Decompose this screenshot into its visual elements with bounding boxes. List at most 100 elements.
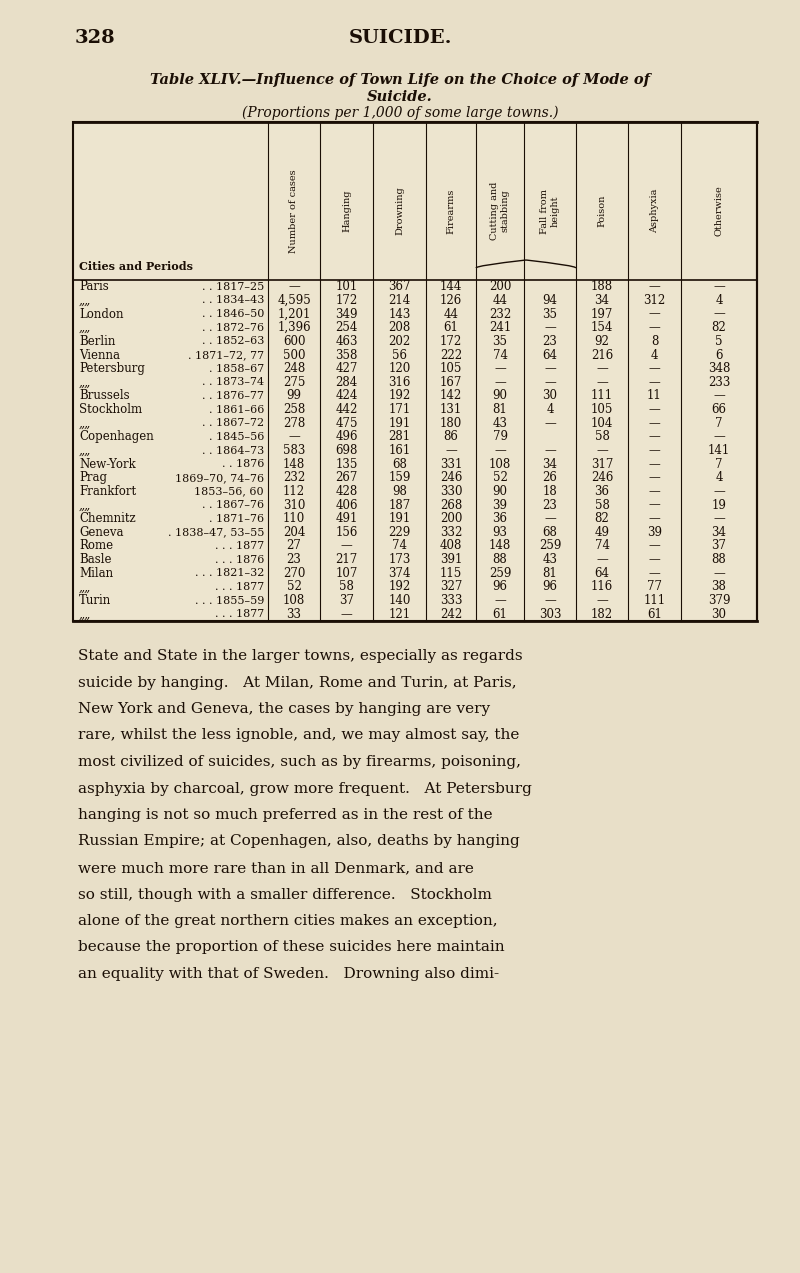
Text: Milan: Milan bbox=[79, 566, 113, 579]
Text: —: — bbox=[649, 512, 660, 526]
Text: 258: 258 bbox=[283, 404, 305, 416]
Text: an equality with that of Sweden.   Drowning also dimi-: an equality with that of Sweden. Drownin… bbox=[78, 967, 499, 981]
Text: New-York: New-York bbox=[79, 457, 136, 471]
Text: 68: 68 bbox=[542, 526, 558, 538]
Text: 171: 171 bbox=[388, 404, 410, 416]
Text: „„: „„ bbox=[79, 444, 91, 457]
Text: 88: 88 bbox=[493, 554, 507, 566]
Text: 37: 37 bbox=[339, 594, 354, 607]
Text: Rome: Rome bbox=[79, 540, 113, 552]
Text: 111: 111 bbox=[591, 390, 613, 402]
Text: 116: 116 bbox=[591, 580, 613, 593]
Text: 161: 161 bbox=[388, 444, 410, 457]
Text: 93: 93 bbox=[493, 526, 507, 538]
Text: 61: 61 bbox=[443, 321, 458, 335]
Text: 281: 281 bbox=[389, 430, 410, 443]
Text: 35: 35 bbox=[542, 308, 558, 321]
Text: 120: 120 bbox=[388, 362, 410, 376]
Text: —: — bbox=[713, 485, 725, 498]
Text: Vienna: Vienna bbox=[79, 349, 120, 362]
Text: . . . 1877: . . . 1877 bbox=[214, 582, 264, 592]
Text: —: — bbox=[544, 512, 556, 526]
Text: 232: 232 bbox=[283, 471, 305, 484]
Text: —: — bbox=[596, 444, 608, 457]
Text: 61: 61 bbox=[647, 607, 662, 621]
Text: 99: 99 bbox=[286, 390, 302, 402]
Text: 496: 496 bbox=[335, 430, 358, 443]
Text: 172: 172 bbox=[440, 335, 462, 348]
Text: —: — bbox=[649, 444, 660, 457]
Text: . . . 1877: . . . 1877 bbox=[214, 541, 264, 551]
Text: —: — bbox=[713, 390, 725, 402]
Text: alone of the great northern cities makes an exception,: alone of the great northern cities makes… bbox=[78, 914, 498, 928]
Text: 64: 64 bbox=[594, 566, 610, 579]
Text: —: — bbox=[649, 485, 660, 498]
Text: —: — bbox=[649, 280, 660, 293]
Text: . 1871–72, 77: . 1871–72, 77 bbox=[188, 350, 264, 360]
Text: 4: 4 bbox=[715, 471, 722, 484]
Text: 229: 229 bbox=[388, 526, 410, 538]
Text: 52: 52 bbox=[286, 580, 302, 593]
Text: 182: 182 bbox=[591, 607, 613, 621]
Text: 34: 34 bbox=[542, 457, 558, 471]
Text: SUICIDE.: SUICIDE. bbox=[348, 29, 452, 47]
Text: . . . 1855–59: . . . 1855–59 bbox=[194, 596, 264, 606]
Text: 491: 491 bbox=[335, 512, 358, 526]
Text: Chemnitz: Chemnitz bbox=[79, 512, 136, 526]
Text: . . . 1821–32: . . . 1821–32 bbox=[194, 568, 264, 578]
Text: 270: 270 bbox=[283, 566, 305, 579]
Text: 254: 254 bbox=[335, 321, 358, 335]
Text: 49: 49 bbox=[594, 526, 610, 538]
Text: 23: 23 bbox=[542, 499, 558, 512]
Text: 61: 61 bbox=[493, 607, 507, 621]
Text: 232: 232 bbox=[489, 308, 511, 321]
Text: 44: 44 bbox=[443, 308, 458, 321]
Text: —: — bbox=[649, 321, 660, 335]
Text: 173: 173 bbox=[388, 554, 410, 566]
Text: 115: 115 bbox=[440, 566, 462, 579]
Text: . . 1864–73: . . 1864–73 bbox=[202, 446, 264, 456]
Text: —: — bbox=[649, 308, 660, 321]
Text: Cities and Periods: Cities and Periods bbox=[79, 261, 193, 271]
Text: 92: 92 bbox=[594, 335, 610, 348]
Text: 330: 330 bbox=[440, 485, 462, 498]
Text: 68: 68 bbox=[392, 457, 407, 471]
Text: 214: 214 bbox=[388, 294, 410, 307]
Text: 94: 94 bbox=[542, 294, 558, 307]
Text: 202: 202 bbox=[388, 335, 410, 348]
Text: 4: 4 bbox=[650, 349, 658, 362]
Text: —: — bbox=[649, 540, 660, 552]
Text: —: — bbox=[713, 430, 725, 443]
Text: 52: 52 bbox=[493, 471, 507, 484]
Text: —: — bbox=[288, 430, 300, 443]
Text: 43: 43 bbox=[542, 554, 558, 566]
Text: asphyxia by charcoal, grow more frequent.   At Petersburg: asphyxia by charcoal, grow more frequent… bbox=[78, 782, 532, 796]
Text: 77: 77 bbox=[647, 580, 662, 593]
Text: 406: 406 bbox=[335, 499, 358, 512]
Text: suicide by hanging.   At Milan, Rome and Turin, at Paris,: suicide by hanging. At Milan, Rome and T… bbox=[78, 676, 517, 690]
Text: 4: 4 bbox=[546, 404, 554, 416]
Text: 121: 121 bbox=[389, 607, 410, 621]
Text: 66: 66 bbox=[711, 404, 726, 416]
Text: 428: 428 bbox=[335, 485, 358, 498]
Text: 86: 86 bbox=[443, 430, 458, 443]
Text: Paris: Paris bbox=[79, 280, 109, 293]
Text: —: — bbox=[713, 566, 725, 579]
Text: 38: 38 bbox=[711, 580, 726, 593]
Text: . . 1876–77: . . 1876–77 bbox=[202, 391, 264, 401]
Text: 275: 275 bbox=[283, 376, 305, 388]
Text: —: — bbox=[649, 404, 660, 416]
Text: London: London bbox=[79, 308, 123, 321]
Text: because the proportion of these suicides here maintain: because the proportion of these suicides… bbox=[78, 941, 505, 955]
Text: 4,595: 4,595 bbox=[277, 294, 311, 307]
Text: —: — bbox=[341, 540, 352, 552]
Text: —: — bbox=[544, 594, 556, 607]
Text: . . 1873–74: . . 1873–74 bbox=[202, 377, 264, 387]
Text: 74: 74 bbox=[594, 540, 610, 552]
Text: Frankfort: Frankfort bbox=[79, 485, 136, 498]
Text: 191: 191 bbox=[388, 416, 410, 430]
Text: 246: 246 bbox=[591, 471, 613, 484]
Text: 200: 200 bbox=[440, 512, 462, 526]
Text: Cutting and
stabbing: Cutting and stabbing bbox=[490, 182, 510, 241]
Text: most civilized of suicides, such as by firearms, poisoning,: most civilized of suicides, such as by f… bbox=[78, 755, 521, 769]
